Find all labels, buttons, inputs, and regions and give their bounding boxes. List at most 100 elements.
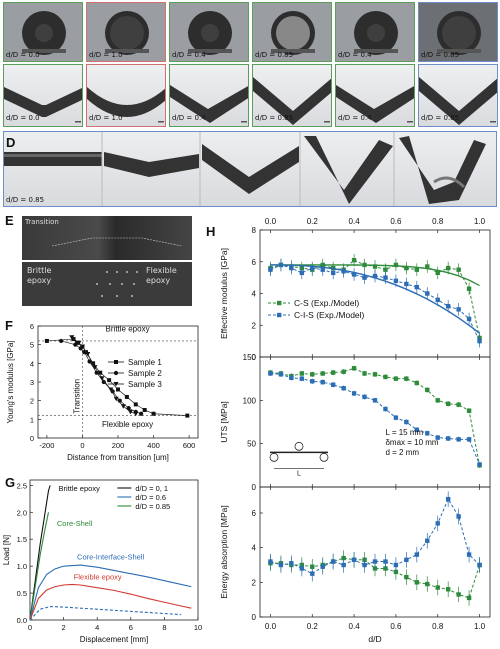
series-line <box>46 338 188 416</box>
data-point <box>278 562 284 568</box>
data-point <box>404 419 409 425</box>
data-point <box>477 338 482 344</box>
data-point <box>289 561 294 566</box>
data-point <box>299 270 305 276</box>
data-point <box>126 406 131 411</box>
legend-label: C-S (Exp./Model) <box>294 298 359 308</box>
series-line <box>29 512 50 621</box>
data-point <box>341 269 346 274</box>
panel-d-ratio-label: d/D = 0.85 <box>6 196 45 204</box>
data-point <box>44 338 49 343</box>
y-axis-label: Effective modulus [GPa] <box>219 248 229 339</box>
data-point <box>393 262 399 268</box>
core-shell-annotation: Core-Shell <box>57 519 93 528</box>
data-point <box>362 394 367 400</box>
data-point <box>351 257 357 263</box>
panel-letter-f: F <box>5 318 13 333</box>
schematic-support <box>319 452 329 462</box>
y-tick-label: 2.5 <box>17 481 27 490</box>
data-point <box>330 370 336 375</box>
cross-section-ratio-label: d/D = 0.0 <box>6 51 40 59</box>
data-point <box>330 270 336 276</box>
data-point <box>414 427 420 432</box>
data-point <box>351 557 357 562</box>
data-point <box>435 297 440 303</box>
y-tick-label: 2.0 <box>17 508 27 517</box>
data-point <box>425 538 430 543</box>
bent-rod-ratio-label: d/D = 0.4 <box>172 114 206 122</box>
y-tick-label: 6 <box>30 322 34 331</box>
data-point <box>299 371 305 376</box>
data-point <box>435 585 440 590</box>
data-point <box>383 275 388 280</box>
data-point <box>414 580 420 585</box>
data-point <box>139 411 144 416</box>
data-point <box>404 574 409 580</box>
data-point <box>456 592 461 597</box>
data-point <box>299 376 305 381</box>
cross-section-photo <box>252 2 332 62</box>
data-point <box>71 337 76 342</box>
data-point <box>73 342 78 347</box>
data-point <box>362 371 367 376</box>
cross-section-ratio-label: d/D = 0.4 <box>338 51 372 59</box>
x-tick-label: 1.0 <box>474 622 486 631</box>
data-point <box>185 413 190 418</box>
data-point <box>320 371 325 376</box>
data-point <box>425 387 430 393</box>
data-point <box>268 559 273 564</box>
data-point <box>79 344 85 350</box>
model-curve <box>270 264 480 334</box>
x-tick-label: 4 <box>95 623 99 632</box>
data-point <box>445 587 451 592</box>
y-tick-label: 0 <box>30 434 34 443</box>
data-point <box>341 562 346 568</box>
cross-section-photo <box>3 2 83 62</box>
y-tick-label: 2 <box>252 578 257 587</box>
legend-label: Sample 2 <box>128 369 162 378</box>
flexible-epoxy-annotation: Flexible epoxy <box>74 573 122 582</box>
y-tick-label: 4 <box>30 359 34 368</box>
data-point <box>383 406 388 412</box>
data-point <box>101 379 106 385</box>
data-point <box>445 304 451 309</box>
x-tick-label: 400 <box>147 441 160 450</box>
panel-e-transition-image <box>22 216 192 260</box>
data-point <box>127 409 133 415</box>
data-point <box>404 376 409 381</box>
data-point <box>445 401 451 406</box>
data-point <box>87 359 92 364</box>
data-point <box>362 275 367 280</box>
y-axis-label: UTS [MPa] <box>219 401 229 443</box>
legend-marker <box>277 300 282 306</box>
data-point <box>466 595 472 601</box>
bent-rod-ratio-label: d/D = 0.85 <box>255 114 294 122</box>
legend-label: d/D = 0, 1 <box>135 484 168 493</box>
series-line <box>270 372 481 465</box>
data-point <box>425 431 430 436</box>
panel-d-image <box>3 131 497 207</box>
cross-section-ratio-label: d/D = 0.4 <box>172 51 206 59</box>
y-tick-label: 4 <box>252 290 257 299</box>
x-axis-label: d/D <box>368 634 381 644</box>
x-tick-label: 0 <box>80 441 84 450</box>
legend-label: d/D = 0.85 <box>135 502 170 511</box>
y-tick-label: 3 <box>30 378 34 387</box>
panel-letter-e: E <box>5 213 14 228</box>
y-tick-label: 6 <box>252 509 257 518</box>
data-point <box>466 316 472 322</box>
data-point <box>404 557 409 562</box>
bent-rod-ratio-label: d/D = 1.0 <box>89 114 123 122</box>
data-point <box>456 267 461 272</box>
y-tick-label: 8 <box>252 226 257 235</box>
x-tick-label: 0.2 <box>307 622 319 631</box>
brittle-epoxy-annotation: Brittle epoxy <box>59 484 101 493</box>
legend-label: C-I-S (Exp./Model) <box>294 310 365 320</box>
data-point <box>466 408 472 413</box>
series-line <box>270 498 480 575</box>
model-curve <box>270 264 480 287</box>
cross-section-photo <box>418 2 498 62</box>
top-x-tick-label: 0.6 <box>390 217 402 226</box>
data-point <box>310 571 315 576</box>
e-brittle-label: Brittle epoxy <box>27 266 52 285</box>
